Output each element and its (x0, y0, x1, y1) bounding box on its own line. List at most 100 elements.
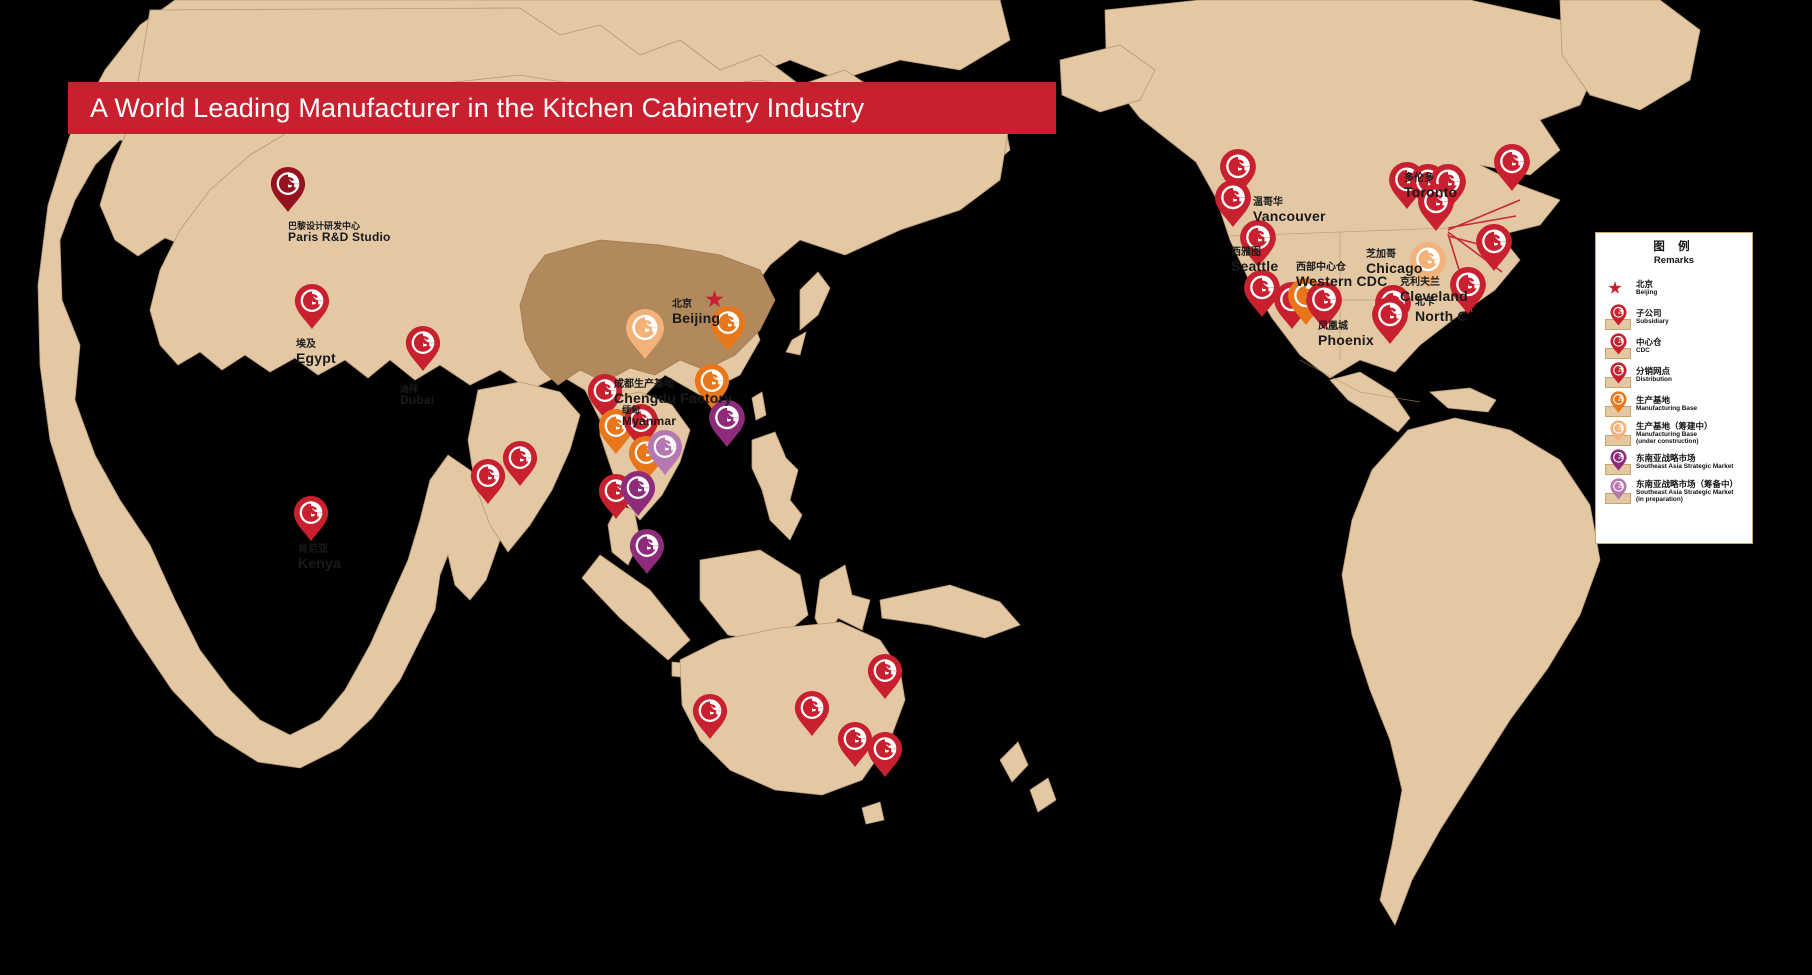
map-label-cn: 巴黎设计研发中心 (288, 221, 361, 231)
svg-text:G: G (1382, 304, 1397, 326)
map-pin-vietnam-purple[interactable]: G (647, 429, 683, 476)
map-pin-myanmar[interactable]: G (587, 373, 623, 420)
pin-glyph: G (1610, 449, 1627, 472)
alaska (1059, 44, 1156, 113)
map-pin-australia-adelaide[interactable]: G (794, 690, 830, 737)
legend-label-cn: 生产基地 (1636, 395, 1671, 406)
svg-text:G: G (1504, 151, 1519, 173)
legend-label-en: Manufacturing Base (1636, 405, 1698, 413)
legend-item-southeast-asia-strategic-market[interactable]: G 东南亚战略市场 Southeast Asia Strategic Market (1603, 448, 1745, 476)
tasmania (861, 801, 885, 825)
map-pin-western-cdc-1[interactable]: G (1243, 269, 1281, 318)
map-pin-florida[interactable]: G (1371, 296, 1409, 345)
legend-item-subsidiary[interactable]: G 子公司 Subsidiary (1603, 303, 1745, 331)
svg-text:G: G (719, 407, 734, 429)
svg-text:G: G (609, 481, 624, 502)
map-label-en: Myanmar (622, 414, 677, 429)
map-label-en: Paris R&D Studio (288, 230, 391, 245)
map-pin-australia-sydney[interactable]: G (867, 653, 903, 700)
map-label-en: Chicago (1366, 259, 1423, 276)
pin-icon: G (1603, 477, 1633, 505)
map-pin-indonesia[interactable]: G (629, 528, 665, 575)
legend-item-manufacturing-base[interactable]: G 生产基地 Manufacturing Base (1603, 390, 1745, 418)
svg-text:G: G (1230, 156, 1245, 178)
map-pin-australia-melbourne[interactable]: G (837, 721, 873, 768)
svg-text:G: G (281, 174, 296, 195)
map-pin-china-east-1[interactable]: G (710, 305, 746, 352)
legend-label-en: Subsidiary (1636, 318, 1669, 326)
map-pin-egypt[interactable]: G (294, 283, 330, 330)
pin-glyph: G (1610, 420, 1627, 443)
legend-item-text: 北京 Beijing (1633, 279, 1657, 296)
svg-text:G: G (481, 466, 496, 487)
svg-text:G: G (1428, 191, 1443, 213)
legend-heading-cn: 图 例 (1653, 241, 1695, 253)
map-label-cn: 缅甸 (622, 405, 641, 415)
svg-text:G: G (513, 448, 528, 469)
map-pin-seattle[interactable]: G (1239, 219, 1277, 268)
pin-glyph: G (1610, 478, 1627, 501)
map-pin-cleveland-2[interactable]: G (1417, 183, 1455, 232)
svg-text:G: G (1615, 365, 1622, 375)
map-pin-dubai[interactable]: G (405, 325, 441, 372)
svg-text:G: G (416, 333, 431, 354)
new-zealand (999, 741, 1057, 813)
japan (785, 271, 831, 356)
legend-item-text: 分销网点 Distribution (1633, 366, 1672, 383)
svg-text:G: G (640, 536, 655, 557)
map-pin-india-west[interactable]: G (470, 458, 506, 505)
legend-label-en: Manufacturing Base (1636, 430, 1698, 438)
title-banner: A World Leading Manufacturer in the Kitc… (68, 82, 1056, 134)
legend-item-southeast-asia-strategic-market[interactable]: G 东南亚战略市场（筹备中） Southeast Asia Strategic Ma… (1603, 477, 1745, 505)
map-label-en: Chengdu Factory (614, 389, 733, 406)
map-label-cn: 温哥华 (1253, 197, 1283, 208)
legend-item-cdc[interactable]: G 中心仓 CDC (1603, 332, 1745, 360)
map-pin-east-coast-1[interactable]: G (1475, 223, 1513, 272)
map-pin-east-coast-2[interactable]: G (1449, 266, 1487, 315)
pin-icon: G (1603, 448, 1633, 476)
map-pin-kenya[interactable]: G (293, 495, 329, 542)
map-label-en: Western CDC (1296, 272, 1388, 289)
page-title: A World Leading Manufacturer in the Kitc… (90, 92, 865, 123)
map-pin-paris-rd-studio[interactable]: G (270, 166, 306, 213)
legend-label-en-2: (under construction) (1636, 438, 1699, 445)
star-glyph (1608, 281, 1622, 294)
map-pin-toronto[interactable]: G (1493, 143, 1531, 192)
legend-item-beijing[interactable]: 北京 Beijing (1603, 274, 1745, 302)
svg-text:G: G (1615, 481, 1622, 491)
map-pin-australia-canberra[interactable]: G (867, 731, 903, 778)
taiwan (751, 391, 767, 421)
legend-label-en: Southeast Asia Strategic Market (1636, 463, 1734, 471)
map-label-phoenix: 凤凰城 Phoenix (1318, 321, 1374, 347)
legend-label-en: CDC (1636, 347, 1650, 355)
map-pin-india-east[interactable]: G (502, 440, 538, 487)
svg-text:G: G (1615, 336, 1622, 346)
map-label-cn: 克利夫兰 (1400, 277, 1440, 288)
svg-text:G: G (1225, 187, 1240, 209)
map-pin-vancouver-2[interactable]: G (1214, 179, 1252, 228)
svg-text:G: G (1420, 249, 1435, 271)
map-pin-australia-perth[interactable]: G (692, 693, 728, 740)
map-pin-china-east-2[interactable]: G (694, 363, 730, 410)
svg-text:G: G (705, 371, 720, 392)
map-pin-phoenix-3[interactable]: G (1305, 281, 1343, 330)
map-label-myanmar: 缅甸 Myanmar (622, 405, 677, 429)
map-label-en: Dubai (400, 393, 435, 408)
new-guinea (879, 584, 1021, 639)
legend-item-distribution[interactable]: G 分销网点 Distribution (1603, 361, 1745, 389)
map-label-cn: 成都生产基地 (614, 379, 674, 390)
legend-item-text: 中心仓 CDC (1633, 337, 1662, 354)
map-pin-north-carolina[interactable]: G (1409, 241, 1447, 290)
map-pin-malaysia-purple[interactable]: G (620, 470, 656, 517)
map-label-cn: 凤凰城 (1318, 321, 1348, 332)
map-pin-vietnam-orange[interactable]: G (628, 435, 664, 482)
map-pin-chengdu-factory[interactable]: G (625, 308, 665, 360)
svg-text:G: G (1460, 274, 1475, 296)
svg-text:G: G (305, 291, 320, 312)
map-pin-philippines[interactable]: G (708, 399, 746, 448)
legend-item-text: 东南亚战略市场（筹备中） Southeast Asia Strategic Mar… (1633, 479, 1738, 504)
legend-label-cn: 中心仓 (1636, 337, 1662, 348)
legend-item-manufacturing-base[interactable]: G 生产基地（筹建中） Manufacturing Base (under const… (1603, 419, 1745, 447)
